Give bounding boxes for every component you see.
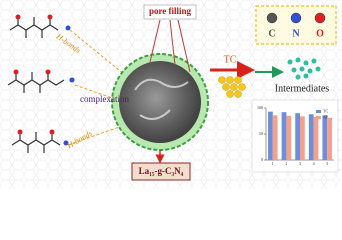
bar <box>272 115 278 160</box>
bar <box>281 112 287 160</box>
product-label: Intermediates <box>275 83 330 94</box>
molecules <box>7 17 65 153</box>
x-tick-label: 5 <box>326 161 328 166</box>
x-tick-label: 3 <box>299 161 301 166</box>
legend-box <box>255 5 337 45</box>
x-tick-label: 2 <box>285 161 287 166</box>
sem-image <box>119 61 201 143</box>
pore-pointers <box>149 19 191 73</box>
legend-label: AP <box>323 114 329 119</box>
graphical-abstract: pore filling H-bonds complexation H-bond… <box>0 0 342 189</box>
reactant-label: TC <box>224 54 237 65</box>
x-tick-label: 4 <box>313 161 315 166</box>
bond-lines <box>67 29 126 146</box>
complexation-label: complexation <box>80 94 129 104</box>
y-tick-label: 50 <box>259 131 263 136</box>
pore-box <box>143 4 197 20</box>
bar <box>295 113 300 160</box>
legend-label: N <box>292 28 300 39</box>
legend-swatch <box>316 110 321 113</box>
bar <box>322 115 328 160</box>
bar <box>268 111 273 160</box>
material-box <box>131 162 191 181</box>
bar <box>313 116 319 160</box>
sem-texture <box>134 78 189 120</box>
material-label: La₁₅-g-C₃N₄ <box>139 166 184 176</box>
pore-label: pore filling <box>149 6 192 16</box>
intermediates <box>287 57 321 80</box>
legend-swatch <box>314 12 326 24</box>
bar <box>286 115 292 160</box>
legend-swatch <box>290 12 302 24</box>
legend-swatch <box>316 116 321 119</box>
legend-label: TC <box>323 108 328 113</box>
y-tick-label: 0 <box>261 157 263 162</box>
x-tick-label: 1 <box>272 161 274 166</box>
legend-label: O <box>316 28 324 39</box>
legend-swatch <box>266 12 278 24</box>
legend-label: C <box>268 28 275 39</box>
tc-molecules <box>218 76 246 98</box>
bar <box>300 116 305 160</box>
bar <box>308 114 314 160</box>
y-tick-label: 100 <box>257 105 263 110</box>
atoms <box>13 14 75 146</box>
bar <box>327 117 332 160</box>
